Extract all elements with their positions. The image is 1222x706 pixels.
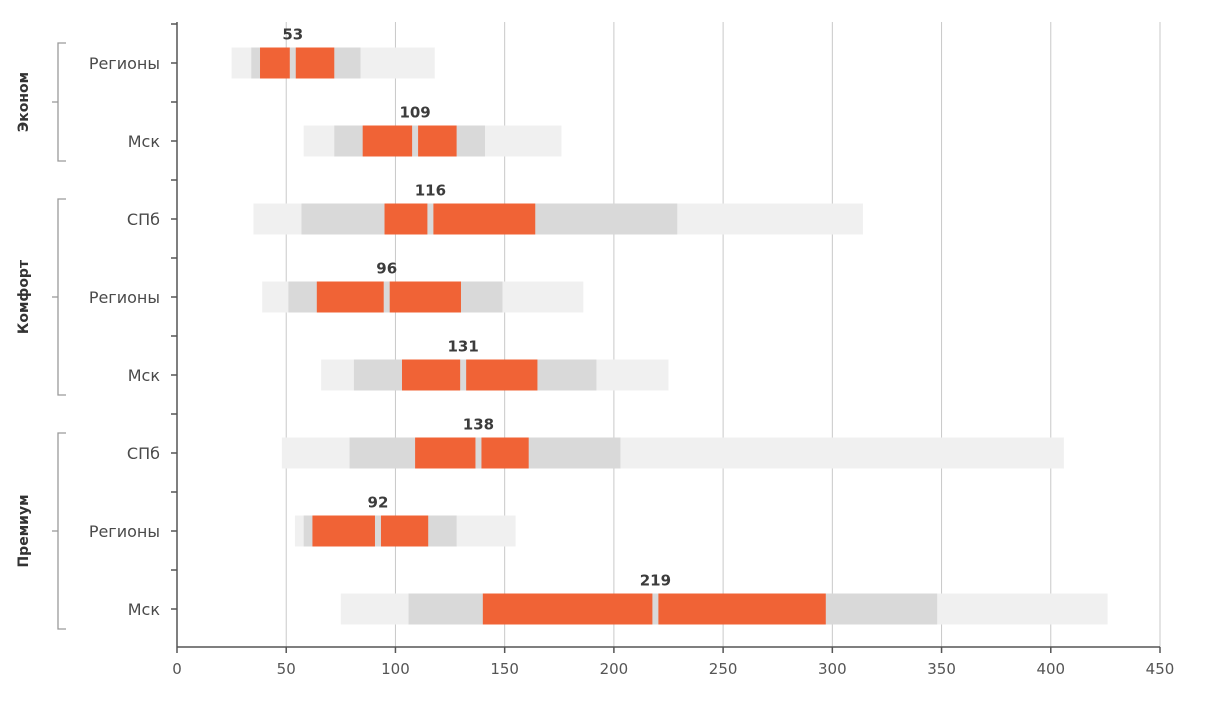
inner-range-bar-upper — [380, 515, 429, 547]
inner-range-bar-lower — [312, 515, 375, 547]
median-value-label: 219 — [640, 572, 671, 590]
inner-range-bar-upper — [295, 47, 335, 79]
inner-range-bar-lower — [362, 125, 413, 157]
category-label: СПб — [127, 210, 160, 229]
category-label: Мск — [128, 600, 161, 619]
x-tick-label: 400 — [1036, 660, 1065, 678]
median-value-label: 92 — [368, 494, 389, 512]
inner-range-bar-lower — [415, 437, 476, 469]
median-value-label: 116 — [415, 182, 446, 200]
x-tick-label: 300 — [818, 660, 847, 678]
category-label: Мск — [128, 366, 161, 385]
group-label: Комфорт — [16, 259, 32, 334]
median-value-label: 96 — [376, 260, 397, 278]
x-tick-label: 350 — [927, 660, 956, 678]
group-label: Премиум — [16, 494, 32, 567]
labels: 53 Регионы 109 Мск 116 СПб 96 Регионы 131 Мск 138 С… — [16, 26, 1174, 679]
inner-range-bar-lower — [316, 281, 384, 313]
group-bracket — [57, 432, 66, 630]
category-label: СПб — [127, 444, 160, 463]
category-label: Регионы — [89, 522, 160, 541]
x-tick-label: 100 — [381, 660, 410, 678]
inner-range-bar-upper — [466, 359, 538, 391]
inner-range-bar-lower — [482, 593, 653, 625]
category-label: Мск — [128, 132, 161, 151]
x-tick-label: 50 — [277, 660, 296, 678]
median-value-label: 109 — [399, 104, 430, 122]
inner-range-bar-upper — [658, 593, 826, 625]
x-tick-label: 450 — [1146, 660, 1175, 678]
group-label: Эконом — [16, 72, 32, 132]
range-bars — [231, 47, 1108, 625]
median-value-label: 53 — [282, 26, 303, 44]
axes — [52, 22, 1161, 653]
group-bracket — [57, 198, 66, 396]
inner-range-bar-upper — [418, 125, 457, 157]
inner-range-bar-lower — [260, 47, 290, 79]
median-value-label: 131 — [448, 338, 479, 356]
inner-range-bar-upper — [433, 203, 536, 235]
x-tick-label: 150 — [490, 660, 519, 678]
median-value-label: 138 — [463, 416, 494, 434]
inner-range-bar-upper — [481, 437, 529, 469]
category-label: Регионы — [89, 288, 160, 307]
x-tick-label: 0 — [172, 660, 182, 678]
inner-range-bar-lower — [401, 359, 461, 391]
inner-range-bar-lower — [384, 203, 428, 235]
x-tick-label: 200 — [600, 660, 629, 678]
inner-range-bar-upper — [389, 281, 461, 313]
category-label: Регионы — [89, 54, 160, 73]
x-tick-label: 250 — [709, 660, 738, 678]
group-bracket — [57, 42, 66, 162]
